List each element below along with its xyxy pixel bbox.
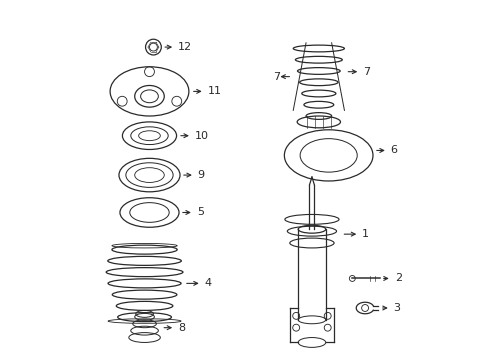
Text: 3: 3 <box>393 303 400 313</box>
Text: 4: 4 <box>204 278 211 288</box>
Text: 6: 6 <box>390 145 397 156</box>
Text: 7: 7 <box>273 72 280 82</box>
Text: 12: 12 <box>178 42 192 52</box>
Text: 9: 9 <box>197 170 204 180</box>
Text: 8: 8 <box>178 323 185 333</box>
Text: 5: 5 <box>196 207 203 217</box>
Text: 7: 7 <box>363 67 369 77</box>
Text: 2: 2 <box>394 274 401 283</box>
Text: 10: 10 <box>194 131 208 141</box>
Text: 1: 1 <box>362 229 368 239</box>
Text: 11: 11 <box>207 86 221 96</box>
